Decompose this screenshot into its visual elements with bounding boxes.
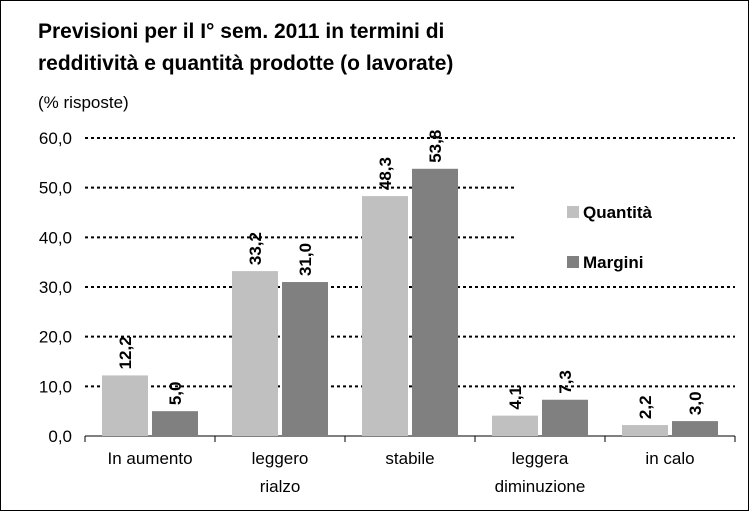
y-tick-label: 50,0 (39, 179, 72, 198)
bar (542, 399, 588, 436)
y-tick-label: 60,0 (39, 129, 72, 148)
legend-swatch (567, 206, 579, 218)
legend-label: Quantità (583, 203, 652, 222)
data-label: 33,2 (246, 232, 265, 265)
data-label: 53,8 (426, 130, 445, 163)
y-tick-label: 0,0 (48, 427, 72, 446)
data-label: 5,0 (166, 382, 185, 406)
chart-title: Previsioni per il I° sem. 2011 in termin… (38, 20, 453, 75)
x-tick-label: In aumento (107, 449, 192, 468)
x-tick-label: leggera diminuzione (495, 449, 586, 496)
x-tick-label: in calo (645, 449, 694, 468)
data-label: 4,1 (506, 386, 525, 410)
bar (622, 425, 668, 436)
bar (362, 196, 408, 436)
bar (672, 421, 718, 436)
legend-label: Margini (583, 253, 643, 272)
data-label: 7,3 (556, 370, 575, 394)
data-label: 48,3 (376, 157, 395, 190)
bar (102, 375, 148, 436)
bar (492, 415, 538, 436)
x-tick-label: leggero rialzo (252, 449, 309, 496)
data-label: 12,2 (116, 336, 135, 369)
y-tick-label: 40,0 (39, 228, 72, 247)
bar (282, 282, 328, 436)
legend-swatch (567, 256, 579, 268)
bar (412, 168, 458, 436)
x-tick-label: stabile (385, 449, 434, 468)
data-label: 3,0 (686, 391, 705, 415)
data-label: 31,0 (296, 243, 315, 276)
chart-subtitle: (% risposte) (38, 93, 129, 112)
y-tick-label: 30,0 (39, 278, 72, 297)
bar (232, 271, 278, 436)
legend-box (515, 180, 735, 275)
bar (152, 411, 198, 436)
y-tick-label: 10,0 (39, 377, 72, 396)
y-tick-label: 20,0 (39, 328, 72, 347)
data-label: 2,2 (636, 395, 655, 419)
